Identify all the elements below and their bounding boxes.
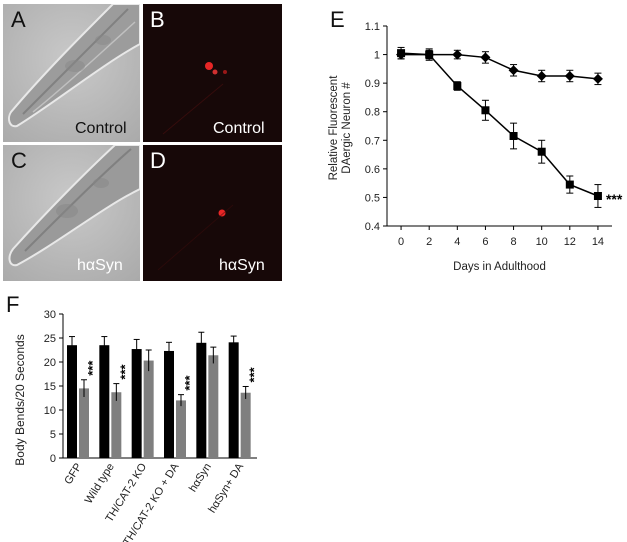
data-point-diamond [452,49,463,60]
bar-gray [79,388,89,458]
x-tick-label: 10 [536,236,548,248]
category-label: Wild type [83,461,117,506]
bar-black [196,342,207,458]
y-axis-label: Body Bends/20 Seconds [13,334,27,465]
bar-gray [208,355,219,458]
y-tick-label: 0.6 [365,164,380,176]
data-point-diamond [508,65,519,76]
y-tick-label: 0 [50,453,56,465]
bar-gray [143,360,154,458]
category-label: TH/CAT-2 KO + DA [121,461,182,542]
panel-a-letter: A [11,7,26,32]
x-axis-label: Days in Adulthood [453,261,546,273]
panel-d-caption: hαSyn [219,257,265,274]
x-tick-label: 14 [592,236,604,248]
y-tick-label: 0.9 [365,78,380,90]
series-line [401,52,599,197]
y-tick-label: 1.1 [365,21,380,33]
series-line [401,53,599,80]
y-axis-label: Relative Fluorescent [328,75,340,181]
y-axis-label: DAergic Neuron # [341,82,353,174]
y-tick-label: 0.7 [365,135,380,147]
worm-head-image [3,145,140,281]
data-point-square [397,49,406,58]
significance-marker: *** [182,375,197,391]
y-tick-label: 30 [44,309,56,321]
panel-d-fluorescence: D hαSyn [143,145,282,281]
panel-a-brightfield: A Control [3,4,140,142]
data-point-diamond [564,71,575,81]
bar-gray [240,392,251,458]
panel-b-caption: Control [213,120,265,137]
worm-head-image [3,4,140,142]
panel-c-letter: C [11,148,27,173]
y-tick-label: 1 [374,50,380,62]
bar-black [228,342,239,458]
fluorescence-image [157,204,234,271]
category-label: GFP [62,461,84,487]
bar-black [99,345,110,458]
y-tick-label: 0.8 [365,107,380,119]
y-tick-label: 10 [44,405,56,417]
y-tick-label: 5 [50,429,56,441]
bar-black [164,350,174,458]
x-tick-label: 0 [398,236,404,248]
significance-annotation: *** [606,191,623,207]
data-point-square [453,82,462,90]
panel-c-brightfield: C hαSyn [3,145,140,281]
y-tick-label: 0.4 [365,221,380,233]
data-point-square [537,147,546,156]
panel-c-caption: hαSyn [77,257,123,274]
bar-gray [176,400,186,458]
panel-a-caption: Control [75,120,127,137]
bar-black [67,345,77,458]
category-label: hαSyn [187,461,214,494]
category-label: TH/CAT-2 KO [104,461,150,525]
significance-marker: *** [117,363,132,379]
category-label: hαSyn+ DA [206,461,246,516]
panel-e-letter: E [330,7,345,32]
y-tick-label: 25 [44,333,56,345]
fluorescence-image [162,62,227,135]
panel-f-letter: F [6,292,20,317]
x-tick-label: 12 [564,236,576,248]
data-point-diamond [396,49,407,60]
x-tick-label: 4 [454,236,460,248]
data-point-square [593,192,602,200]
x-tick-label: 2 [426,236,432,248]
significance-marker: *** [247,366,262,382]
y-tick-label: 0.5 [365,192,380,204]
data-point-square [565,180,574,189]
significance-marker: *** [85,360,100,376]
panel-d-letter: D [150,148,166,173]
x-tick-label: 8 [511,236,517,248]
y-tick-label: 15 [44,381,56,393]
data-point-square [509,132,518,140]
x-tick-label: 6 [482,236,488,248]
panel-b-fluorescence: B Control [143,4,282,142]
data-point-diamond [592,73,603,84]
data-point-diamond [424,49,435,60]
y-tick-label: 20 [44,357,56,369]
data-point-diamond [480,52,491,63]
data-point-square [425,50,434,59]
bar-black [131,349,142,458]
data-point-square [481,106,490,115]
bar-gray [111,392,122,458]
data-point-diamond [536,71,547,81]
panel-b-letter: B [150,7,165,32]
